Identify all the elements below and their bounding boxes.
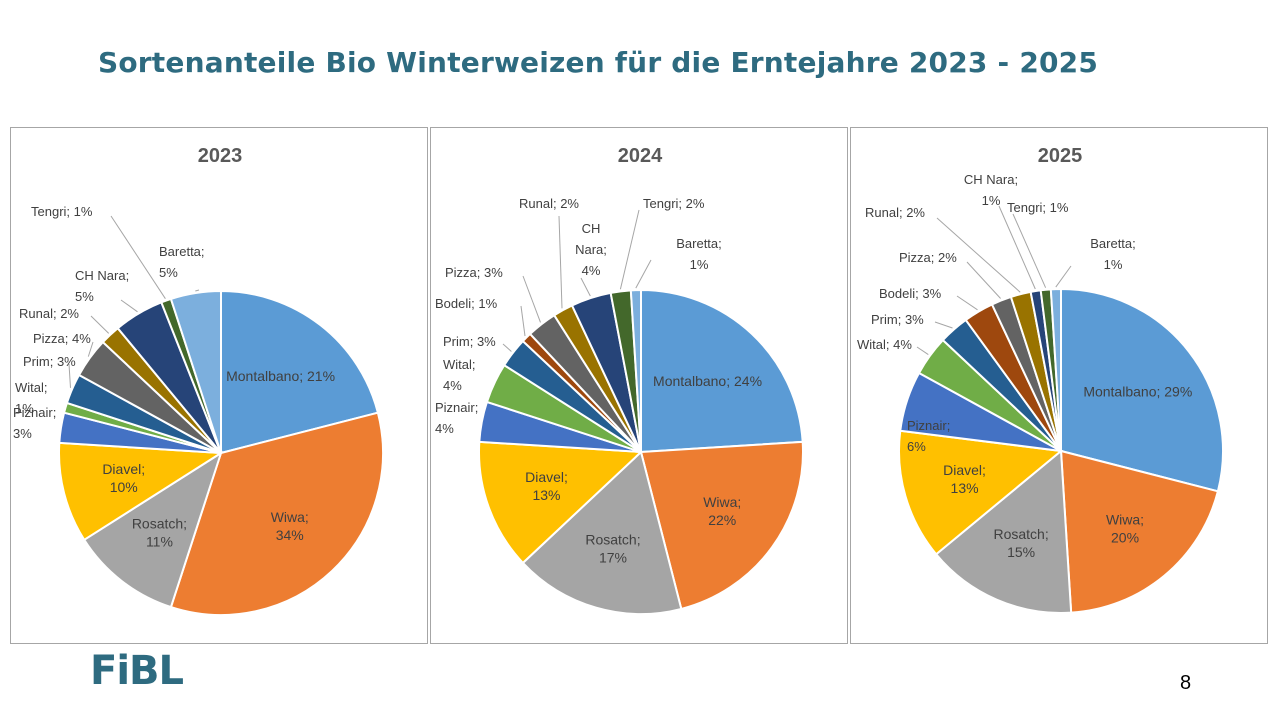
slice-2024-wiwa (639, 440, 804, 611)
leader-line-2024-pizza (522, 275, 541, 323)
pie-chart-2023-svg: 2023 Montalbano; 21% Wiwa; 34% Rosatch; 11% Di… (13, 145, 384, 616)
data-label-2024-pizza: Pizza; 3% (445, 265, 503, 280)
leader-line-2023-tengri (110, 215, 166, 299)
slice-2023-montalbano (220, 289, 380, 455)
leader-line-2025-ch-nara (998, 205, 1036, 290)
data-label-2023-montalbano: Montalbano; 21% (226, 368, 335, 384)
slice-2025-baretta (1049, 287, 1062, 452)
data-label-2023-tengri: Tengri; 1% (31, 204, 93, 219)
leader-line-2024-runal (558, 215, 563, 309)
leader-line-2023-pizza (87, 341, 94, 357)
data-label-2023-rosatch: Rosatch; 11% (132, 515, 187, 549)
data-label-2025-baretta: Baretta; 1% (1090, 236, 1136, 272)
leader-line-2024-bodeli (520, 305, 526, 337)
chart-title-2024: 2024 (618, 145, 663, 167)
slice-2023-rosatch (82, 450, 223, 609)
data-label-2025-bodeli: Bodeli; 3% (879, 286, 942, 301)
leader-line-2023-ch-nara (120, 299, 138, 313)
leader-line-2024-ch-nara (580, 277, 591, 297)
data-label-2024-wital: Wital; 4% (443, 357, 476, 393)
leader-line-2024-prim (502, 343, 512, 352)
data-label-2023-wiwa: Wiwa; 34% (271, 509, 309, 543)
leader-line-2024-tengri (619, 209, 640, 290)
data-label-2025-prim: Prim; 3% (871, 312, 924, 327)
data-label-2024-piznair: Piznair; 4% (435, 400, 478, 436)
leader-line-2023-baretta (195, 289, 200, 292)
data-label-2023-pizza: Pizza; 4% (33, 331, 91, 346)
data-label-2025-ch-nara: CH Nara; 1% (964, 172, 1018, 208)
data-label-2024-prim: Prim; 3% (443, 334, 496, 349)
pie-chart-2025: 2025 Montalbano; 29% Wiwa; 20% Rosatch; 15% Di… (850, 127, 1268, 644)
slice-2025-diavel (898, 429, 1064, 556)
leader-line-2025-prim (934, 321, 953, 329)
data-label-2024-rosatch: Rosatch; 17% (585, 531, 640, 565)
slice-2025-rosatch (934, 448, 1073, 614)
slice-2025-wiwa (1059, 449, 1220, 614)
chart-title-2023: 2023 (198, 145, 243, 167)
leader-line-2025-pizza (966, 261, 1001, 299)
data-label-2025-tengri: Tengri; 1% (1007, 200, 1069, 215)
leader-line-2025-baretta (1055, 265, 1072, 288)
data-label-2024-montalbano: Montalbano; 24% (653, 373, 762, 389)
slice-2024-baretta (629, 288, 642, 453)
leader-line-2025-tengri (1012, 213, 1047, 288)
slice-2023-baretta (169, 289, 222, 454)
data-label-2023-piznair: Piznair; 3% (13, 405, 56, 441)
data-label-2025-rosatch: Rosatch; 15% (993, 526, 1048, 560)
leader-line-2025-bodeli (956, 295, 978, 311)
page-number: 8 (1180, 672, 1192, 694)
slice-2023-diavel (58, 441, 225, 542)
data-label-2025-piznair: Piznair; 6% (907, 418, 950, 454)
data-label-2023-wital: Wital; 1% (15, 380, 48, 416)
leader-line-2023-runal (90, 315, 110, 334)
data-label-2024-baretta: Baretta; 1% (676, 236, 722, 272)
data-label-2024-bodeli: Bodeli; 1% (435, 296, 498, 311)
data-label-2023-prim: Prim; 3% (23, 354, 76, 369)
pie-chart-2025-svg: 2025 Montalbano; 29% Wiwa; 20% Rosatch; 15%Di… (857, 145, 1224, 614)
slice-2024-montalbano (640, 288, 804, 454)
data-label-2025-runal: Runal; 2% (865, 205, 925, 220)
data-label-2025-pizza: Pizza; 2% (899, 250, 957, 265)
chart-title-2025: 2025 (1038, 145, 1083, 167)
data-label-2025-wiwa: Wiwa; 20% (1106, 511, 1144, 545)
data-label-2024-ch-nara: CH Nara; 4% (575, 221, 607, 278)
leader-line-2025-wital (916, 346, 929, 356)
data-label-2024-wiwa: Wiwa; 22% (703, 494, 741, 528)
pie-chart-2023: 2023 Montalbano; 21% Wiwa; 34% Rosatch; 11% Di… (10, 127, 428, 644)
data-label-2025-montalbano: Montalbano; 29% (1083, 383, 1192, 399)
slice-2025-montalbano (1060, 287, 1224, 493)
slice-2023-wiwa (169, 411, 384, 616)
slice-2024-rosatch (521, 450, 683, 615)
pie-chart-2024: 2024 Montalbano; 24% Wiwa; 22% Rosatch; 17% Di… (430, 127, 848, 644)
data-label-2023-diavel: Diavel; 10% (102, 461, 145, 495)
data-label-2024-runal: Runal; 2% (519, 196, 579, 211)
data-label-2024-diavel: Diavel; 13% (525, 469, 568, 503)
slice-2024-diavel (478, 440, 644, 565)
fibl-logo: FiBL (90, 648, 184, 694)
data-label-2023-baretta: Baretta; 5% (159, 244, 205, 280)
data-label-2024-tengri: Tengri; 2% (643, 196, 705, 211)
data-label-2023-ch-nara: CH Nara; 5% (75, 268, 129, 304)
pie-chart-2024-svg: 2024 Montalbano; 24% Wiwa; 22% Rosatch; 17% Di… (435, 145, 804, 615)
leader-line-2025-runal (936, 217, 1021, 293)
leader-line-2023-prim (68, 363, 71, 388)
data-label-2025-diavel: Diavel; 13% (943, 462, 986, 496)
slide-title: Sortenanteile Bio Winterweizen für die E… (98, 46, 1099, 79)
data-label-2023-runal: Runal; 2% (19, 306, 79, 321)
data-label-2025-wital: Wital; 4% (857, 337, 912, 352)
leader-line-2024-baretta (635, 259, 652, 289)
